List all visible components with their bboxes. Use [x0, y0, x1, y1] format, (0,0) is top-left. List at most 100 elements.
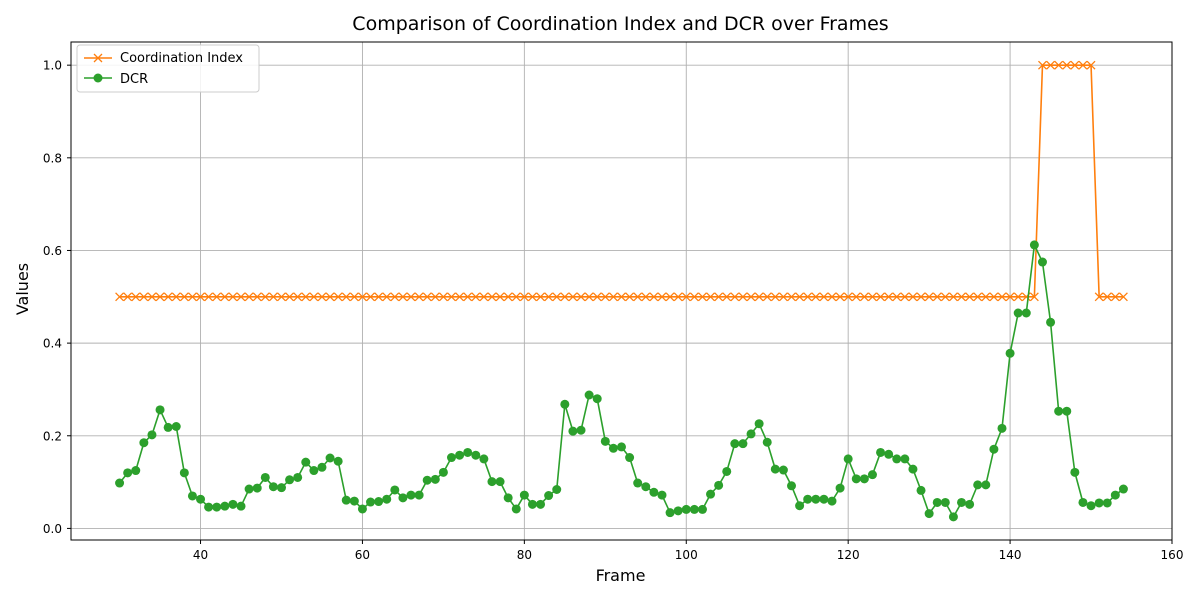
data-point-coordination-index: [301, 292, 311, 302]
data-point-coordination-index: [625, 292, 635, 302]
data-point-coordination-index: [1070, 60, 1080, 70]
data-point-coordination-index: [309, 292, 319, 302]
data-point-dcr: [803, 494, 813, 504]
data-point-coordination-index: [1029, 292, 1039, 302]
data-point-dcr: [948, 512, 958, 522]
data-point-dcr: [220, 501, 230, 511]
data-point-dcr: [115, 478, 125, 488]
data-point-coordination-index: [390, 292, 400, 302]
x-tick-label: 100: [675, 548, 698, 562]
data-point-coordination-index: [398, 292, 408, 302]
data-point-coordination-index: [131, 292, 141, 302]
data-point-dcr: [892, 454, 902, 464]
data-point-dcr: [1062, 406, 1072, 416]
data-point-dcr: [560, 399, 570, 409]
data-point-coordination-index: [1086, 60, 1096, 70]
data-point-coordination-index: [908, 292, 918, 302]
data-point-coordination-index: [730, 292, 740, 302]
legend-label-dcr: DCR: [120, 72, 148, 87]
series-line-coordination-index: [119, 64, 1124, 298]
data-point-coordination-index: [892, 292, 902, 302]
data-point-coordination-index: [438, 292, 448, 302]
data-point-dcr: [536, 499, 546, 509]
data-point-dcr: [422, 475, 432, 485]
data-point-coordination-index: [859, 292, 869, 302]
y-axis: 0.0 0.2 0.4 0.6 0.8 1.0: [43, 59, 71, 536]
data-point-dcr: [406, 490, 416, 500]
data-point-dcr: [511, 504, 521, 514]
data-point-coordination-index: [471, 292, 481, 302]
chart-title: Comparison of Coordination Index and DCR…: [352, 13, 888, 35]
data-point-dcr: [997, 423, 1007, 433]
data-point-dcr: [730, 439, 740, 449]
legend-entry-coordination-index: Coordination Index: [84, 51, 243, 66]
data-point-coordination-index: [851, 292, 861, 302]
data-point-coordination-index: [600, 292, 610, 302]
data-point-dcr: [349, 496, 359, 506]
data-point-dcr: [333, 456, 343, 466]
data-point-coordination-index: [187, 292, 197, 302]
data-point-coordination-index: [1094, 292, 1104, 302]
data-point-coordination-index: [657, 292, 667, 302]
data-point-coordination-index: [236, 292, 246, 302]
data-point-dcr: [957, 497, 967, 507]
data-point-coordination-index: [617, 292, 626, 302]
data-point-dcr: [867, 470, 877, 480]
data-point-coordination-index: [123, 292, 133, 302]
data-point-dcr: [884, 449, 894, 459]
data-point-coordination-index: [349, 292, 359, 302]
data-point-coordination-index: [770, 292, 780, 302]
data-point-coordination-index: [277, 292, 286, 302]
data-point-dcr: [754, 419, 764, 429]
data-point-dcr: [706, 489, 716, 499]
data-point-coordination-index: [965, 292, 975, 302]
data-point-coordination-index: [527, 292, 537, 302]
data-point-dcr: [366, 497, 376, 507]
data-point-coordination-index: [479, 292, 489, 302]
data-point-coordination-index: [511, 292, 521, 302]
data-point-coordination-index: [633, 292, 643, 302]
plot-area-frame: [70, 41, 1173, 541]
data-point-dcr: [989, 444, 999, 454]
data-point-coordination-index: [746, 292, 756, 302]
data-point-coordination-index: [220, 292, 230, 302]
data-point-dcr: [714, 480, 724, 490]
data-point-coordination-index: [568, 292, 578, 302]
data-point-dcr: [633, 478, 643, 488]
data-point-coordination-index: [463, 292, 473, 302]
data-point-coordination-index: [163, 292, 173, 302]
data-point-dcr: [859, 474, 869, 484]
data-point-coordination-index: [884, 292, 894, 302]
data-point-dcr: [1013, 308, 1023, 318]
data-point-dcr: [965, 499, 975, 509]
data-point-dcr: [187, 491, 197, 501]
data-point-coordination-index: [382, 292, 392, 302]
data-point-coordination-index: [932, 292, 942, 302]
data-point-coordination-index: [803, 292, 813, 302]
data-point-coordination-index: [681, 292, 691, 302]
data-point-coordination-index: [430, 292, 440, 302]
data-point-coordination-index: [204, 292, 214, 302]
data-point-dcr: [738, 439, 748, 449]
data-point-coordination-index: [584, 292, 594, 302]
data-point-dcr: [617, 442, 626, 452]
data-point-dcr: [260, 472, 270, 482]
y-tick-label: 0.0: [43, 522, 62, 536]
data-point-coordination-index: [576, 292, 586, 302]
data-point-dcr: [309, 466, 319, 476]
data-point-dcr: [835, 483, 845, 493]
data-point-dcr: [552, 485, 562, 495]
data-point-dcr: [673, 506, 683, 516]
legend-entry-dcr: DCR: [84, 72, 148, 87]
data-point-dcr: [487, 477, 497, 487]
data-point-dcr: [697, 504, 707, 514]
data-point-dcr: [544, 491, 554, 501]
data-point-coordination-index: [738, 292, 748, 302]
data-point-dcr: [811, 494, 821, 504]
data-point-coordination-index: [228, 292, 238, 302]
data-point-coordination-index: [592, 292, 602, 302]
data-point-coordination-index: [333, 292, 343, 302]
data-point-coordination-index: [536, 292, 546, 302]
data-point-coordination-index: [981, 292, 991, 302]
y-tick-label: 0.6: [43, 244, 62, 258]
